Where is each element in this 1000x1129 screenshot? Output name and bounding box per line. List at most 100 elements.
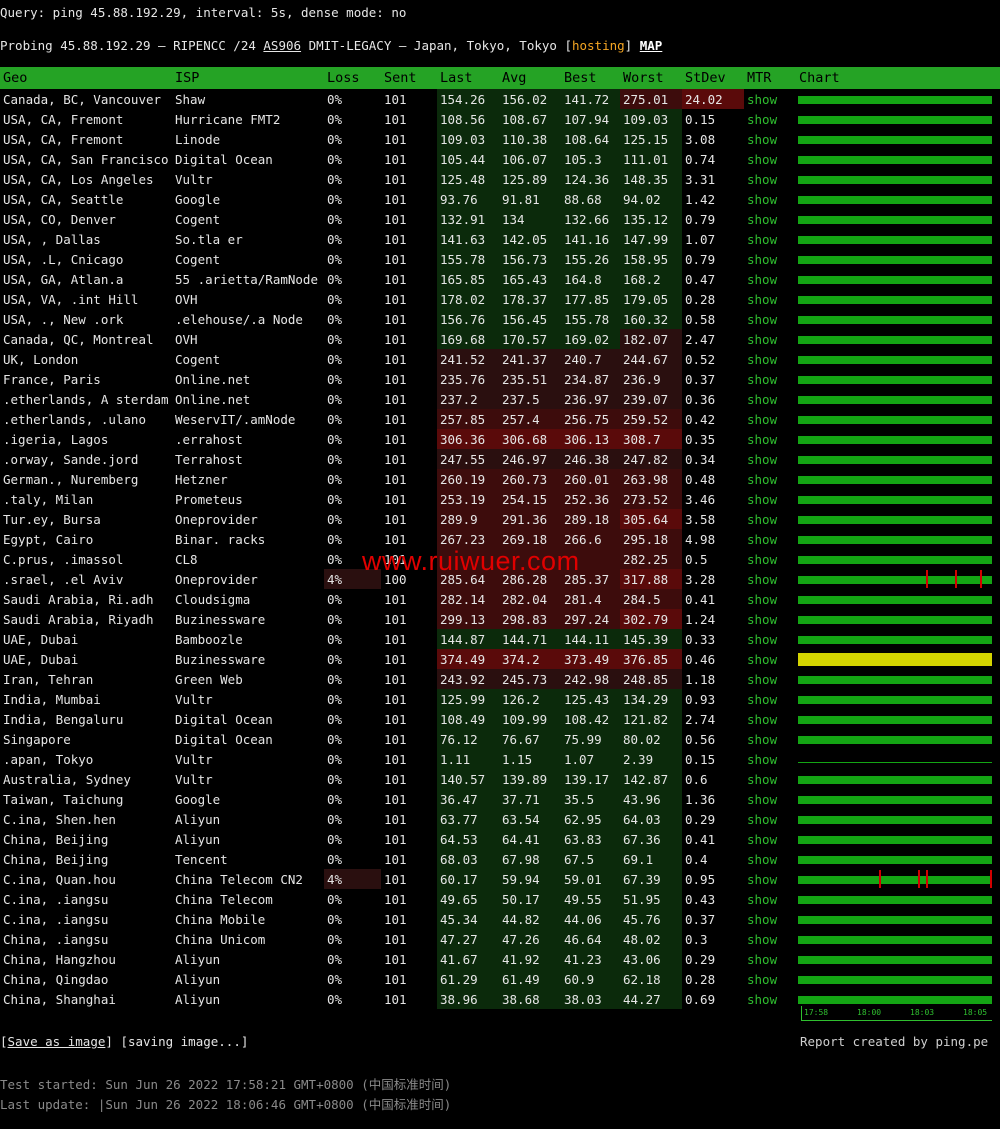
cell-stdev: 0.33 [685, 631, 716, 647]
cell-mtr[interactable]: show [747, 411, 778, 427]
loss-spike [926, 570, 929, 588]
chart-cell [796, 729, 1000, 749]
cell-mtr[interactable]: show [747, 391, 778, 407]
cell-mtr[interactable]: show [747, 631, 778, 647]
cell-sent: 101 [384, 131, 407, 147]
cell-loss: 0% [327, 851, 343, 867]
cell-mtr[interactable]: show [747, 451, 778, 467]
save-as-image-link[interactable]: Save as image [7, 1034, 106, 1049]
cell-mtr[interactable]: show [747, 291, 778, 307]
cell-best: 141.72 [561, 89, 620, 109]
cell-mtr[interactable]: show [747, 811, 778, 827]
cell-mtr[interactable]: show [747, 171, 778, 187]
cell-mtr[interactable]: show [747, 751, 778, 767]
cell-mtr[interactable]: show [747, 131, 778, 147]
cell-mtr[interactable]: show [747, 91, 778, 107]
latency-bar [798, 96, 992, 104]
latency-bar [798, 276, 992, 284]
cell-mtr[interactable]: show [747, 111, 778, 127]
cell-mtr[interactable]: show [747, 511, 778, 527]
map-link[interactable]: MAP [639, 38, 663, 53]
cell-isp: China Mobile [175, 911, 266, 927]
cell-mtr[interactable]: show [747, 331, 778, 347]
chart-cell [796, 269, 1000, 289]
cell-mtr[interactable]: show [747, 211, 778, 227]
cell-avg: 1.15 [499, 749, 561, 769]
cell-mtr[interactable]: show [747, 911, 778, 927]
cell-last: 154.26 [437, 89, 499, 109]
cell-sent: 101 [384, 731, 407, 747]
cell-mtr[interactable]: show [747, 851, 778, 867]
cell-mtr[interactable]: show [747, 371, 778, 387]
cell-mtr[interactable]: show [747, 711, 778, 727]
cell-mtr[interactable]: show [747, 351, 778, 367]
cell-geo: USA, , Dallas [3, 231, 101, 247]
chart-cell [796, 489, 1000, 509]
cell-mtr[interactable]: show [747, 311, 778, 327]
table-row: C.prus, .imassol CL8 0% 101 282.25 0.5 show [0, 549, 1000, 569]
cell-mtr[interactable]: show [747, 251, 778, 267]
cell-mtr[interactable]: show [747, 431, 778, 447]
probe-close: ] [624, 38, 640, 53]
cell-mtr[interactable]: show [747, 951, 778, 967]
cell-mtr[interactable]: show [747, 471, 778, 487]
cell-mtr[interactable]: show [747, 611, 778, 627]
latency-bar [798, 436, 992, 444]
cell-geo: USA, CA, Fremont [3, 111, 124, 127]
cell-loss: 0% [327, 951, 343, 967]
latency-bar [798, 156, 992, 164]
cell-mtr[interactable]: show [747, 571, 778, 587]
cell-mtr[interactable]: show [747, 971, 778, 987]
latency-bar [798, 736, 992, 744]
cell-best: 108.64 [561, 129, 620, 149]
header-best: Best [561, 67, 620, 89]
cell-mtr[interactable]: show [747, 931, 778, 947]
cell-mtr[interactable]: show [747, 891, 778, 907]
cell-mtr[interactable]: show [747, 191, 778, 207]
cell-mtr[interactable]: show [747, 871, 778, 887]
cell-geo: China, .iangsu [3, 931, 109, 947]
cell-loss: 0% [327, 271, 343, 287]
cell-geo: China, Qingdao [3, 971, 109, 987]
table-row: .taly, Milan Prometeus 0% 101 253.19 254.15 25… [0, 489, 1000, 509]
cell-mtr[interactable]: show [747, 651, 778, 667]
cell-geo: China, Shanghai [3, 991, 116, 1007]
latency-bar [798, 356, 992, 364]
chart-cell [796, 649, 1000, 669]
table-row: UAE, Dubai Buzinessware 0% 101 374.49 374.2 37… [0, 649, 1000, 669]
cell-worst: 302.79 [620, 609, 682, 629]
cell-geo: USA, VA, .int Hill [3, 291, 139, 307]
cell-best: 266.6 [561, 529, 620, 549]
cell-mtr[interactable]: show [747, 731, 778, 747]
cell-mtr[interactable]: show [747, 531, 778, 547]
axis-label: 18:00 [857, 1008, 882, 1017]
cell-mtr[interactable]: show [747, 231, 778, 247]
cell-mtr[interactable]: show [747, 791, 778, 807]
cell-sent: 101 [384, 531, 407, 547]
cell-isp: Cloudsigma [175, 591, 251, 607]
cell-avg: 241.37 [499, 349, 561, 369]
cell-best: 236.97 [561, 389, 620, 409]
cell-mtr[interactable]: show [747, 691, 778, 707]
cell-mtr[interactable]: show [747, 671, 778, 687]
cell-mtr[interactable]: show [747, 551, 778, 567]
cell-last: 243.92 [437, 669, 499, 689]
cell-stdev: 24.02 [682, 89, 744, 109]
cell-mtr[interactable]: show [747, 271, 778, 287]
cell-mtr[interactable]: show [747, 491, 778, 507]
cell-isp: Tencent [175, 851, 228, 867]
cell-mtr[interactable]: show [747, 591, 778, 607]
cell-geo: USA, CA, San Francisco [3, 151, 169, 167]
cell-worst: 160.32 [620, 309, 682, 329]
cell-mtr[interactable]: show [747, 991, 778, 1007]
table-row: .apan, Tokyo Vultr 0% 101 1.11 1.15 1.07 2.39 0.… [0, 749, 1000, 769]
cell-isp: Green Web [175, 671, 243, 687]
cell-mtr[interactable]: show [747, 831, 778, 847]
asn-link[interactable]: AS906 [263, 38, 302, 53]
cell-mtr[interactable]: show [747, 151, 778, 167]
cell-best: 107.94 [561, 109, 620, 129]
cell-mtr[interactable]: show [747, 771, 778, 787]
cell-worst: 121.82 [620, 709, 682, 729]
cell-isp: Cogent [175, 211, 221, 227]
cell-best: 256.75 [561, 409, 620, 429]
